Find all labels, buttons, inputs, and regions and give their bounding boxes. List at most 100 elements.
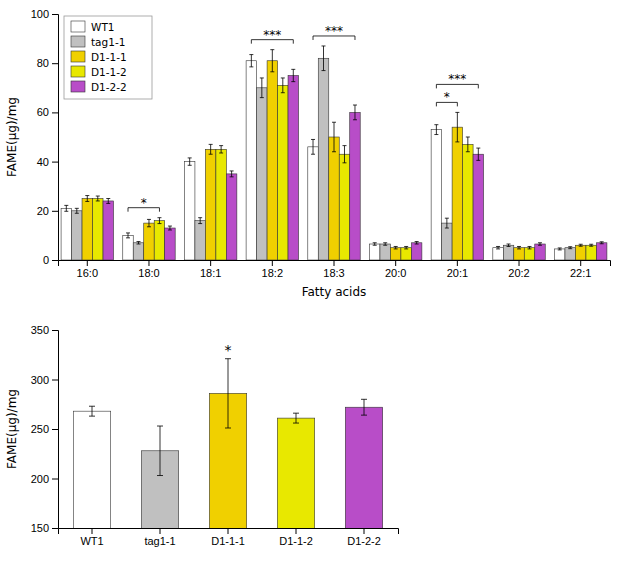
bar [390,248,400,260]
annotation-text: * [444,90,450,104]
bar [369,244,379,260]
bar [401,248,411,260]
y-tick-label: 200 [31,473,49,485]
error-bar [147,219,151,226]
x-tick: D1-1-1 [211,528,245,547]
bar [380,244,390,260]
x-tick-mark [334,260,335,266]
bar [339,154,349,260]
bar [246,61,256,260]
error-bar [496,246,500,248]
legend-swatch [71,51,85,62]
bar [345,407,382,528]
bar [463,144,473,260]
x-axis-line [59,529,399,535]
chart: 020406080100FAME(μg)/mg16:018:018:118:21… [5,8,611,299]
annotation: * [436,90,457,106]
error-bar [106,199,110,204]
error-bar [209,144,213,154]
y-tick-label: 0 [43,254,49,266]
error-bar [126,233,130,238]
bar [72,211,82,260]
x-tick-label: D1-1-1 [211,535,245,547]
x-tick-mark [580,260,581,266]
error-bar [322,46,326,71]
x-tick: D1-2-2 [347,528,381,547]
y-axis-title: FAME(μg)/mg [5,389,19,469]
bar [586,245,596,260]
x-tick: 16:0 [77,260,98,279]
y-tick: 40 [37,156,58,168]
x-tick-mark [160,528,161,534]
legend-swatch [71,66,85,77]
error-bar [311,139,315,154]
x-tick-label: tag1-1 [144,535,175,547]
error-bar [85,196,89,202]
error-bar [89,406,95,416]
error-bar [568,247,572,249]
bar [452,127,462,260]
y-tick-label: 150 [31,522,49,534]
x-tick-label: 20:0 [385,267,406,279]
y-tick: 80 [37,57,58,69]
x-tick-mark [210,260,211,266]
y-tick-mark [52,528,58,529]
x-tick-mark [519,260,520,266]
y-axis: 020406080100 [31,8,59,266]
bar [205,149,215,260]
error-bar [291,69,295,81]
error-bar [415,242,419,244]
series [93,78,597,260]
y-tick-mark [52,429,58,430]
error-bar [445,218,449,228]
legend-label: tag1-1 [91,36,125,48]
error-bar [332,122,336,152]
x-axis: 16:018:018:118:218:320:020:120:222:1 [59,260,611,279]
error-bar [589,244,593,246]
error-bar [230,171,234,177]
annotation: *** [436,72,478,88]
error-bar [394,246,398,248]
bar [226,174,236,260]
annotation: *** [251,28,293,44]
error-bar [342,146,346,163]
y-tick: 150 [31,522,58,534]
bar [154,221,164,260]
y-tick: 60 [37,106,58,118]
bar [596,243,606,260]
x-tick: 22:1 [570,260,591,279]
y-tick: 20 [37,205,58,217]
legend-swatch [71,36,85,47]
bar [123,235,133,260]
bar [103,201,113,260]
y-tick-mark [52,479,58,480]
annotation: * [128,196,159,212]
annotation-text: *** [448,72,466,86]
y-tick-mark [52,112,58,113]
bar [82,199,92,261]
error-bar [219,146,223,153]
series [103,69,607,260]
error-bar [600,242,604,244]
error-bar [507,244,511,246]
chart: 150200250300350FAME(μg)/mgWT1tag1-1D1-1-… [5,324,399,569]
x-axis-title: Fatty acids [302,285,367,299]
y-axis-title: FAME(μg)/mg [5,97,19,177]
x-tick: D1-1-2 [279,528,313,547]
legend-item: D1-1-2 [71,66,127,78]
x-tick-mark [457,260,458,266]
annotation-text: *** [325,24,343,38]
x-axis-line [59,261,611,267]
y-axis-line [52,331,59,529]
bar [575,245,585,260]
legend-label: D1-1-1 [91,51,127,63]
y-tick: 300 [31,374,58,386]
y-tick: 250 [31,423,58,435]
x-tick-mark [87,260,88,266]
y-tick-label: 20 [37,205,49,217]
bar [267,61,277,260]
legend-frame [64,16,152,99]
annotation-text: *** [263,28,281,42]
bar [93,199,103,261]
x-tick: 20:0 [385,260,406,279]
